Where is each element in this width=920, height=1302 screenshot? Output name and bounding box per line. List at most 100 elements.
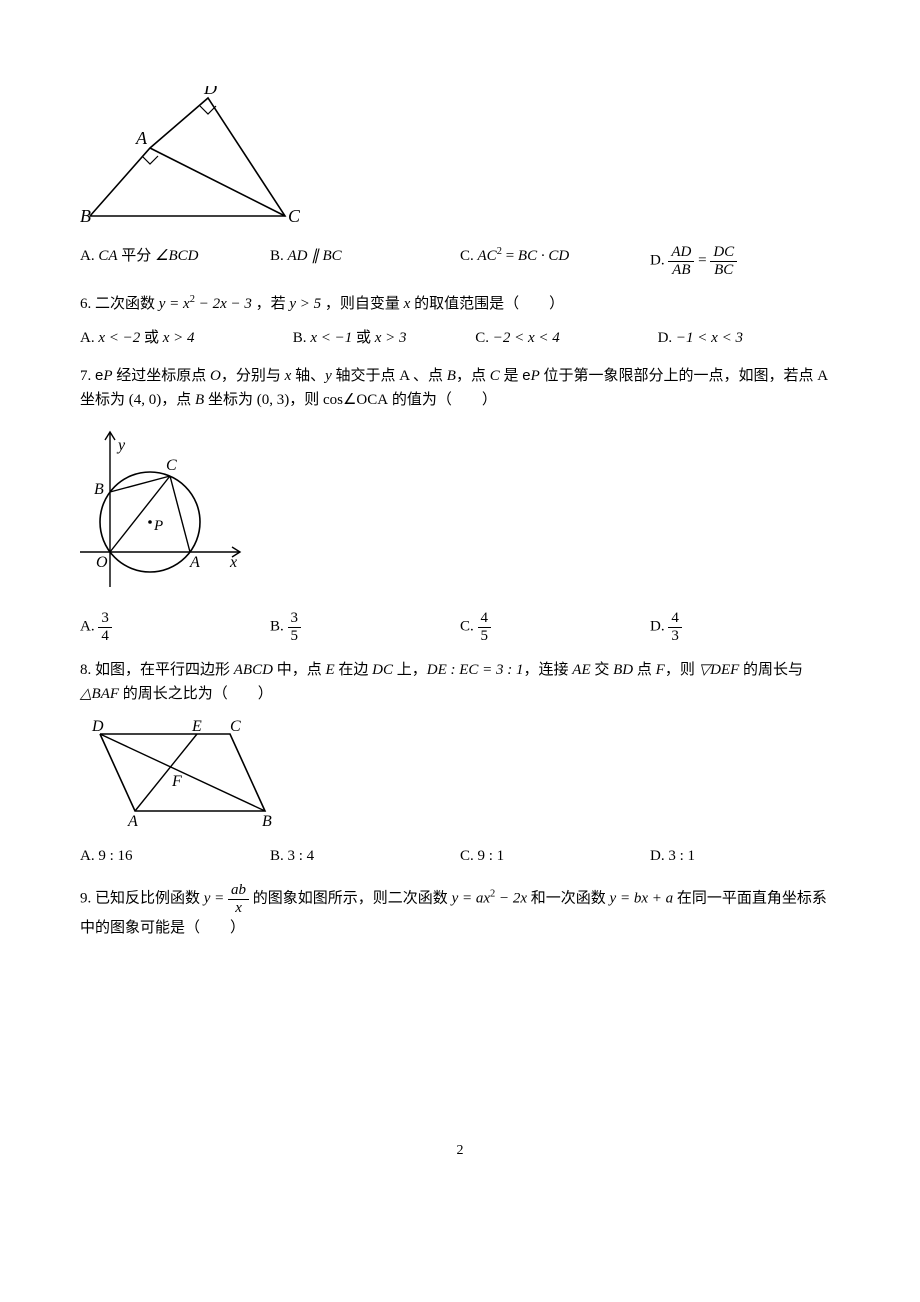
stem-math: C (490, 368, 500, 384)
svg-text:O: O (96, 554, 108, 571)
opt-label: D. (650, 252, 668, 268)
stem-text: ，分别与 (221, 368, 285, 384)
q7-opt-b: B. 3 5 (270, 610, 460, 644)
stem-text: 是 (500, 368, 523, 384)
svg-text:A: A (135, 128, 148, 148)
opt-label: C. (460, 618, 478, 634)
q8-opt-a: A. 9 : 16 (80, 844, 270, 868)
q6-opt-a: A. x < −2 或 x > 4 (80, 326, 293, 350)
frac: DC BC (710, 244, 737, 278)
stem-math: (4, 0) (129, 392, 162, 408)
q6-opt-d: D. −1 < x < 3 (658, 326, 840, 350)
stem-text: 7. (80, 368, 95, 384)
q7-figure: y x O A B C P (80, 422, 840, 600)
stem-math: y = ax (452, 890, 490, 906)
opt-label: B. (270, 618, 288, 634)
frac-num: 3 (288, 610, 302, 628)
q5-opt-d: D. AD AB = DC BC (650, 244, 840, 278)
opt-label: C. (460, 248, 478, 264)
opt-math: x < −1 (310, 330, 352, 346)
opt-label: D. (650, 848, 668, 864)
frac-num: 3 (98, 610, 112, 628)
stem-text: 经过坐标原点 (113, 368, 211, 384)
stem-text: 的取值范围是（ ） (414, 296, 564, 312)
q7-opt-d: D. 4 3 (650, 610, 840, 644)
svg-text:B: B (80, 206, 91, 226)
opt-math: x > 4 (163, 330, 195, 346)
q8-options: A. 9 : 16 B. 3 : 4 C. 9 : 1 D. 3 : 1 (80, 844, 840, 868)
question-9: 9. 已知反比例函数 y = ab x 的图象如图所示，则二次函数 y = ax… (80, 882, 840, 940)
q5-opt-a: A. CA 平分 ∠BCD (80, 244, 270, 278)
frac: 3 5 (288, 610, 302, 644)
svg-text:y: y (116, 437, 126, 454)
frac-den: 5 (288, 628, 302, 645)
stem-text: ，则 (665, 662, 699, 678)
stem-text: 的值为（ ） (388, 392, 497, 408)
stem-text: 9. 已知反比例函数 (80, 890, 204, 906)
opt-math: 3 : 1 (668, 848, 695, 864)
stem-math: P (531, 368, 540, 384)
q5-figure: B A D C (80, 86, 840, 234)
svg-text:C: C (166, 457, 177, 474)
frac-den: 4 (98, 628, 112, 645)
frac: ab x (228, 882, 249, 916)
opt-math: AD ∥ BC (288, 248, 342, 264)
question-7: 7. eP 经过坐标原点 O，分别与 x 轴、y 轴交于点 A 、点 B，点 C… (80, 364, 840, 644)
frac: 4 5 (478, 610, 492, 644)
stem-math: ▽DEF (699, 662, 740, 678)
frac-den: x (228, 900, 249, 917)
question-5: B A D C A. CA 平分 ∠BCD B. AD ∥ BC C. AC2 … (80, 86, 840, 278)
opt-math: BC · CD (518, 248, 569, 264)
stem-text: 中，点 (273, 662, 326, 678)
stem-text: 轴、 (291, 368, 325, 384)
stem-text: 上， (393, 662, 427, 678)
stem-text: 的周长与 (739, 662, 803, 678)
q8-opt-d: D. 3 : 1 (650, 844, 840, 868)
opt-label: B. (270, 848, 288, 864)
frac-den: 5 (478, 628, 492, 645)
frac: 3 4 (98, 610, 112, 644)
frac-num: ab (228, 882, 249, 900)
q8-opt-c: C. 9 : 1 (460, 844, 650, 868)
stem-math: y = x (159, 296, 190, 312)
q5-opt-c: C. AC2 = BC · CD (460, 244, 650, 278)
svg-text:D: D (91, 718, 104, 735)
frac-num: 4 (478, 610, 492, 628)
opt-label: C. (475, 330, 493, 346)
opt-eq: = (698, 252, 710, 268)
svg-text:B: B (94, 481, 104, 498)
opt-label: A. (80, 618, 98, 634)
stem-math: BD (613, 662, 633, 678)
svg-text:D: D (203, 86, 217, 98)
q7-svg: y x O A B C P (80, 422, 250, 592)
q8-svg: D E C A B F (80, 716, 280, 826)
frac: AD AB (668, 244, 694, 278)
stem-math: y > 5 (289, 296, 321, 312)
stem-math: y (325, 368, 332, 384)
svg-text:x: x (229, 554, 237, 571)
stem-text: 的图象如图所示，则二次函数 (253, 890, 452, 906)
question-8: 8. 如图，在平行四边形 ABCD 中，点 E 在边 DC 上，DE : EC … (80, 658, 840, 868)
stem-math: △BAF (80, 686, 119, 702)
page-number: 2 (80, 1140, 840, 1162)
q5-svg: B A D C (80, 86, 300, 226)
opt-math: AC (478, 248, 497, 264)
frac-den: 3 (668, 628, 682, 645)
svg-text:B: B (262, 813, 272, 826)
stem-symbol: e (522, 367, 530, 384)
stem-math: − 2x (495, 890, 527, 906)
svg-text:A: A (189, 554, 200, 571)
stem-text: 的周长之比为（ ） (119, 686, 273, 702)
opt-label: B. (270, 248, 288, 264)
stem-math: O (210, 368, 221, 384)
stem-math: B (195, 392, 204, 408)
stem-text: 轴交于点 A 、点 (332, 368, 447, 384)
opt-eq: = (506, 248, 518, 264)
stem-text: 坐标为 (204, 392, 257, 408)
opt-math: 3 : 4 (288, 848, 315, 864)
stem-math: y = (204, 890, 228, 906)
stem-math: DE : EC = 3 : 1 (427, 662, 524, 678)
opt-label: A. (80, 848, 98, 864)
q8-opt-b: B. 3 : 4 (270, 844, 460, 868)
q7-opt-a: A. 3 4 (80, 610, 270, 644)
